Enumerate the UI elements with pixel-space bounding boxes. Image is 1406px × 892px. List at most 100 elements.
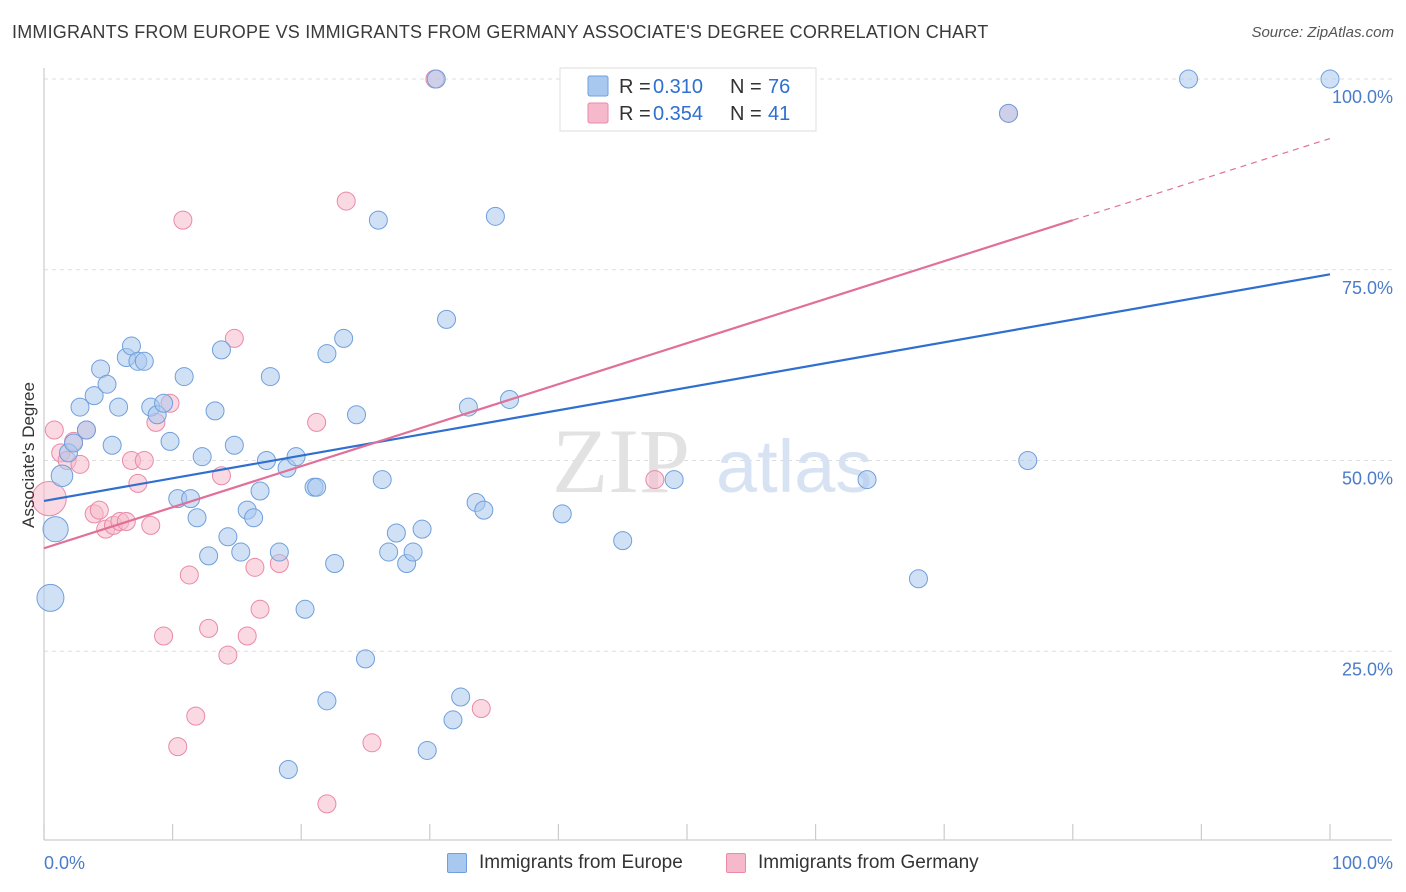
data-point-europe[interactable] bbox=[552, 504, 572, 524]
data-point-europe[interactable] bbox=[379, 542, 399, 562]
legend-item-germany[interactable]: Immigrants from Germany bbox=[726, 852, 979, 874]
data-point-europe[interactable] bbox=[474, 500, 494, 520]
data-point-europe[interactable] bbox=[211, 340, 231, 360]
data-point-germany[interactable] bbox=[31, 481, 67, 517]
data-point-germany[interactable] bbox=[250, 599, 270, 619]
data-point-europe[interactable] bbox=[368, 210, 388, 230]
data-point-europe[interactable] bbox=[372, 470, 392, 490]
data-point-europe[interactable] bbox=[437, 309, 457, 329]
data-point-europe[interactable] bbox=[307, 477, 327, 497]
data-point-europe[interactable] bbox=[417, 740, 437, 760]
data-point-europe[interactable] bbox=[443, 710, 463, 730]
data-point-europe[interactable] bbox=[187, 508, 207, 528]
axes bbox=[43, 68, 1392, 841]
data-point-germany[interactable] bbox=[89, 500, 109, 520]
data-point-germany[interactable] bbox=[186, 706, 206, 726]
y-tick-label: 25.0% bbox=[1342, 659, 1393, 679]
data-point-europe[interactable] bbox=[278, 760, 298, 780]
data-point-germany[interactable] bbox=[70, 454, 90, 474]
legend-r-label-germany: R = bbox=[619, 103, 651, 125]
data-point-germany[interactable] bbox=[224, 328, 244, 348]
data-point-germany[interactable] bbox=[645, 470, 665, 490]
data-point-europe[interactable] bbox=[613, 531, 633, 551]
data-point-europe[interactable] bbox=[70, 397, 90, 417]
data-point-europe[interactable] bbox=[403, 542, 423, 562]
data-point-europe[interactable] bbox=[160, 431, 180, 451]
data-point-europe[interactable] bbox=[269, 542, 289, 562]
data-point-germany[interactable] bbox=[471, 698, 491, 718]
data-point-europe[interactable] bbox=[231, 542, 251, 562]
data-point-europe[interactable] bbox=[317, 344, 337, 364]
data-point-europe[interactable] bbox=[664, 470, 684, 490]
data-point-germany[interactable] bbox=[154, 626, 174, 646]
data-point-europe[interactable] bbox=[244, 508, 264, 528]
legend-n-label-germany: N = bbox=[730, 103, 762, 125]
y-tick-labels: 100.0% 75.0% 50.0% 25.0% bbox=[1332, 87, 1393, 679]
data-point-europe[interactable] bbox=[451, 687, 471, 707]
legend-label-germany: Immigrants from Germany bbox=[758, 852, 979, 873]
data-point-europe[interactable] bbox=[42, 516, 69, 543]
data-point-europe[interactable] bbox=[36, 583, 65, 612]
data-point-germany[interactable] bbox=[141, 515, 161, 535]
data-point-europe[interactable] bbox=[857, 470, 877, 490]
data-point-europe[interactable] bbox=[64, 433, 84, 453]
data-point-europe[interactable] bbox=[426, 69, 446, 89]
data-point-europe[interactable] bbox=[412, 519, 432, 539]
data-point-germany[interactable] bbox=[336, 191, 356, 211]
data-point-europe[interactable] bbox=[999, 103, 1018, 123]
data-point-europe[interactable] bbox=[250, 481, 270, 501]
data-point-europe[interactable] bbox=[1018, 451, 1038, 470]
data-point-europe[interactable] bbox=[386, 523, 406, 543]
data-point-europe[interactable] bbox=[295, 599, 315, 619]
data-point-europe[interactable] bbox=[134, 351, 154, 371]
data-point-europe[interactable] bbox=[154, 393, 174, 413]
chart-title: IMMIGRANTS FROM EUROPE VS IMMIGRANTS FRO… bbox=[12, 22, 989, 42]
data-point-europe[interactable] bbox=[97, 374, 117, 394]
data-point-germany[interactable] bbox=[44, 420, 64, 440]
source-credit: Source: ZipAtlas.com bbox=[1251, 24, 1394, 41]
data-point-europe[interactable] bbox=[218, 527, 238, 547]
watermark-zip: ZIP bbox=[552, 410, 690, 512]
trend-line-europe bbox=[43, 273, 1331, 503]
data-point-germany[interactable] bbox=[307, 412, 327, 432]
data-point-europe[interactable] bbox=[102, 435, 122, 455]
data-point-europe[interactable] bbox=[485, 206, 505, 226]
legend-item-europe[interactable]: Immigrants from Europe bbox=[447, 852, 683, 874]
data-point-europe[interactable] bbox=[84, 386, 104, 406]
legend-r-label-europe: R = bbox=[619, 76, 651, 98]
europe-points bbox=[36, 69, 1340, 780]
data-point-europe[interactable] bbox=[174, 367, 194, 387]
data-point-europe[interactable] bbox=[260, 367, 280, 387]
data-point-europe[interactable] bbox=[192, 447, 212, 467]
data-point-europe[interactable] bbox=[199, 546, 219, 566]
data-point-europe[interactable] bbox=[356, 649, 375, 669]
data-point-europe[interactable] bbox=[317, 691, 337, 711]
legend-r-value-germany: 0.354 bbox=[653, 103, 703, 125]
data-point-europe[interactable] bbox=[50, 464, 74, 488]
data-point-germany[interactable] bbox=[199, 618, 219, 638]
data-point-europe[interactable] bbox=[334, 328, 354, 348]
data-point-germany[interactable] bbox=[218, 645, 238, 665]
data-point-europe[interactable] bbox=[908, 569, 928, 589]
data-point-germany[interactable] bbox=[362, 733, 382, 753]
data-point-europe[interactable] bbox=[205, 401, 225, 421]
y-tick-label: 50.0% bbox=[1342, 469, 1393, 489]
data-point-europe[interactable] bbox=[1320, 69, 1340, 89]
data-point-europe[interactable] bbox=[325, 554, 345, 574]
data-point-europe[interactable] bbox=[109, 397, 129, 417]
data-point-europe[interactable] bbox=[1179, 69, 1199, 89]
trend-lines bbox=[43, 137, 1331, 550]
data-point-europe[interactable] bbox=[76, 420, 96, 440]
data-point-europe[interactable] bbox=[224, 435, 244, 455]
data-point-germany[interactable] bbox=[168, 737, 188, 757]
data-point-germany[interactable] bbox=[179, 565, 199, 585]
data-point-germany[interactable] bbox=[134, 451, 154, 470]
data-point-germany[interactable] bbox=[245, 557, 265, 577]
y-axis-title: Associate's Degree bbox=[19, 382, 38, 528]
data-point-germany[interactable] bbox=[237, 626, 257, 646]
data-point-europe[interactable] bbox=[346, 405, 366, 425]
data-point-germany[interactable] bbox=[173, 210, 193, 230]
data-point-germany[interactable] bbox=[317, 794, 337, 814]
watermark-atlas: atlas bbox=[716, 425, 872, 508]
